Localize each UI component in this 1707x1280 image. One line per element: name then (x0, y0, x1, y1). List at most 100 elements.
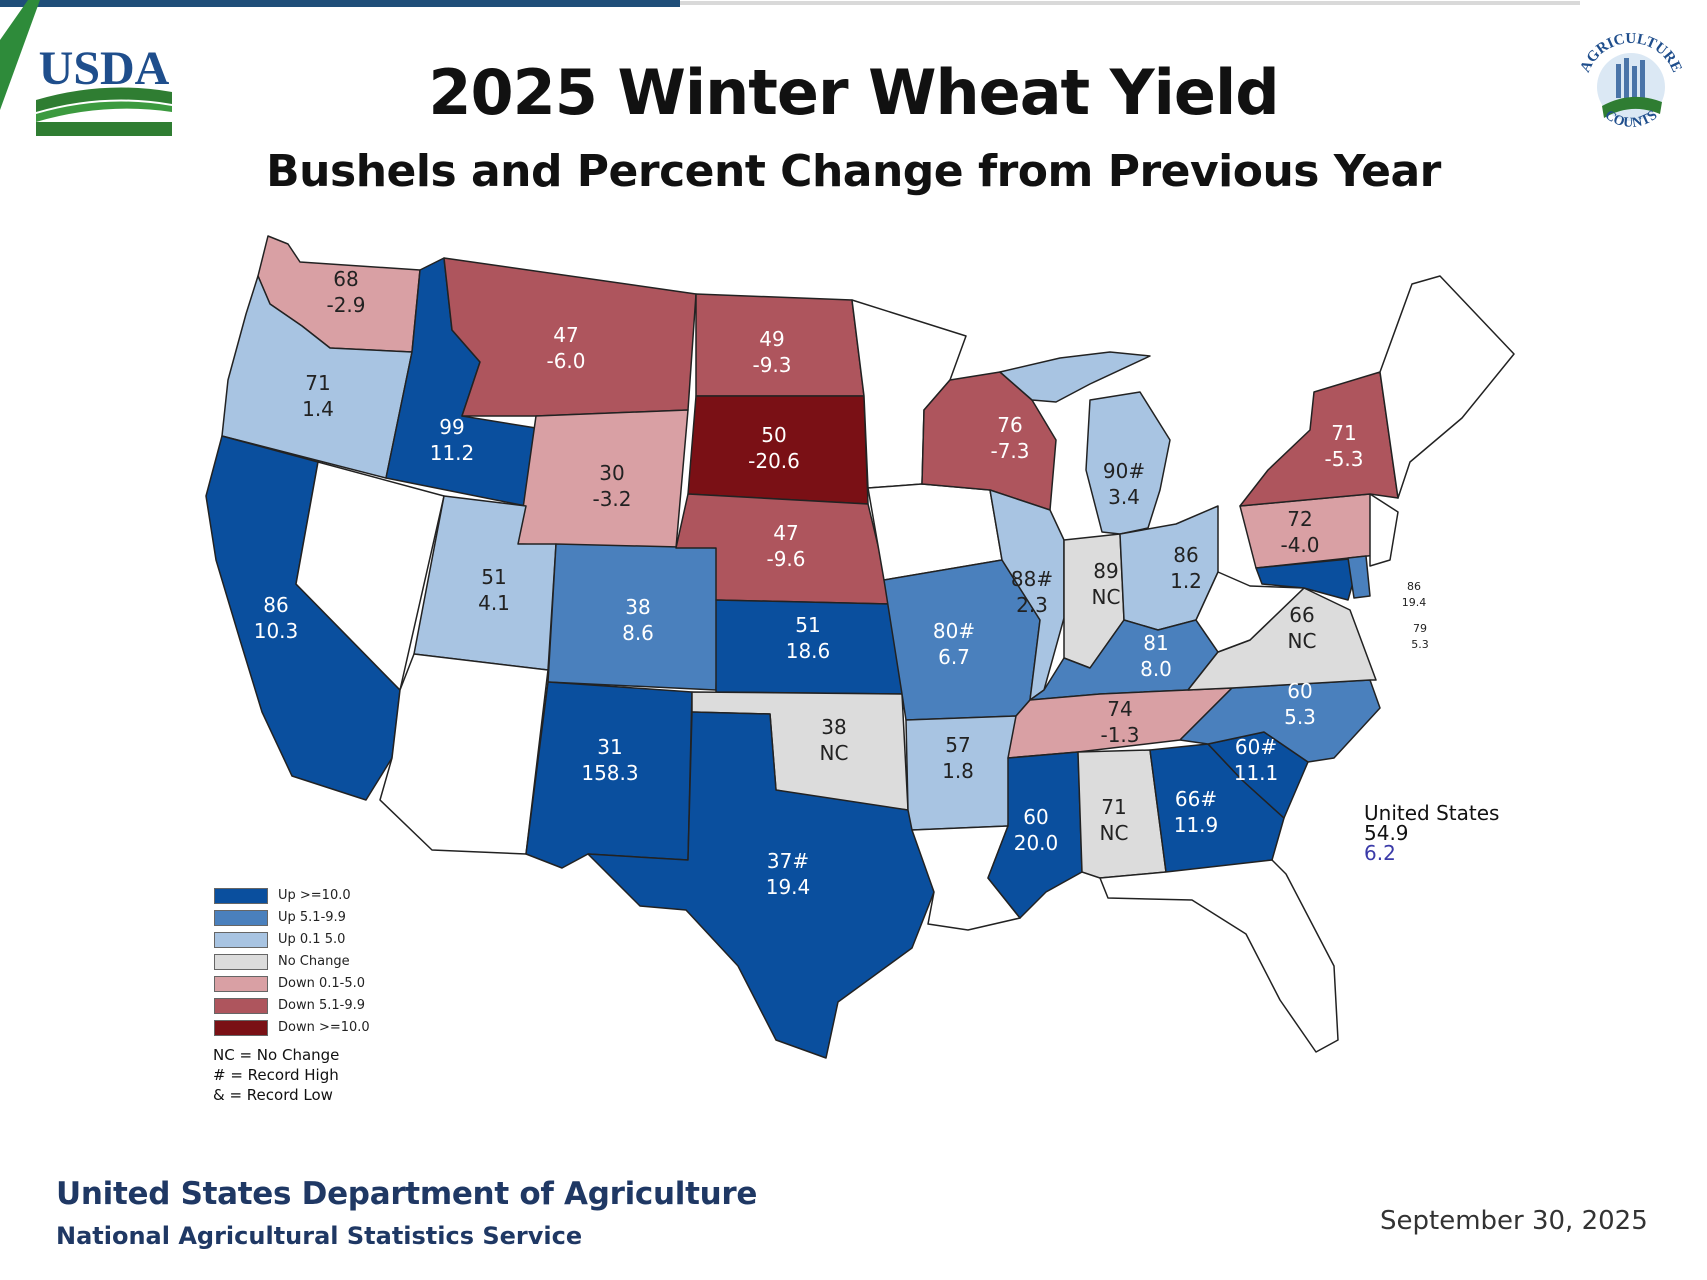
state-yield-label-tx: 37# (767, 849, 809, 873)
usda-logo-text: USDA (39, 42, 170, 95)
legend-label: Down 0.1-5.0 (278, 976, 366, 991)
footer-service: National Agricultural Statistics Service (56, 1222, 583, 1250)
footer-agency: United States Department of Agriculture (56, 1176, 758, 1212)
state-change-label-wy: -3.2 (592, 487, 631, 511)
state-yield-label-mi: 90# (1103, 459, 1145, 483)
state-yield-label-tn: 74 (1107, 697, 1132, 721)
state-md (1255, 557, 1361, 601)
state-yield-label-md: 86 (1407, 580, 1421, 593)
state-mi (1085, 391, 1171, 535)
state-change-label-co: 8.6 (622, 621, 654, 645)
top-accent-bar (0, 0, 1707, 8)
state-ne_new (1379, 275, 1515, 499)
state-yield-label-ok: 38 (821, 715, 846, 739)
state-yield-label-nd: 49 (759, 327, 784, 351)
state-yield-label-ky: 81 (1143, 631, 1168, 655)
legend-label: Up 5.1-9.9 (278, 910, 346, 925)
state-change-label-va: NC (1288, 629, 1317, 653)
note-record-high: # = Record High (213, 1066, 339, 1084)
state-yield-label-va: 66 (1289, 603, 1314, 627)
footer-date: September 30, 2025 (1380, 1206, 1648, 1236)
state-yield-label-ga: 66# (1175, 787, 1217, 811)
state-yield-label-wi: 76 (997, 413, 1022, 437)
state-de (1347, 555, 1371, 599)
state-yield-label-ms: 60 (1023, 805, 1048, 829)
state-change-label-mi: 3.4 (1108, 485, 1140, 509)
us-label: United States (1364, 801, 1500, 825)
state-yield-label-nc: 60 (1287, 679, 1312, 703)
state-change-label-ne: -9.6 (766, 547, 805, 571)
legend-label: Down 5.1-9.9 (278, 998, 366, 1013)
usda-logo: USDA (36, 42, 172, 136)
state-change-label-mo: 6.7 (938, 645, 970, 669)
state-change-label-md: 19.4 (1402, 596, 1427, 609)
state-yield-label-sd: 50 (761, 423, 786, 447)
state-change-label-ut: 4.1 (478, 591, 510, 615)
state-change-label-in: NC (1092, 585, 1121, 609)
state-az (379, 653, 549, 855)
state-upmi (999, 351, 1151, 403)
legend-swatch (214, 998, 268, 1014)
state-change-label-nc: 5.3 (1284, 705, 1316, 729)
legend-label: No Change (278, 954, 350, 969)
note-record-low: & = Record Low (213, 1086, 333, 1104)
state-change-label-wi: -7.3 (990, 439, 1029, 463)
state-change-label-tx: 19.4 (766, 875, 811, 899)
united-states-summary: United States 54.9 6.2 (1364, 803, 1499, 863)
svg-text:COUNTS: COUNTS (1602, 108, 1661, 131)
state-tx (587, 711, 935, 1059)
legend-label: Up 0.1 5.0 (278, 932, 346, 947)
state-change-label-de: 5.3 (1411, 638, 1429, 651)
state-change-label-ks: 18.6 (786, 639, 831, 663)
state-yield-label-ca: 86 (263, 593, 288, 617)
state-change-label-ms: 20.0 (1014, 831, 1059, 855)
state-yield-label-ar: 57 (945, 733, 970, 757)
state-ny (1239, 371, 1399, 507)
page-title: 2025 Winter Wheat Yield (428, 56, 1279, 129)
us-change: 6.2 (1364, 841, 1396, 865)
state-yield-label-oh: 86 (1173, 543, 1198, 567)
note-no-change: NC = No Change (213, 1046, 340, 1064)
state-change-label-mt: -6.0 (546, 349, 585, 373)
state-yield-label-nm: 31 (597, 735, 622, 759)
top-accent-gray (680, 1, 1580, 5)
state-yield-label-wy: 30 (599, 461, 624, 485)
page-subtitle: Bushels and Percent Change from Previous… (266, 146, 1441, 197)
state-yield-label-mt: 47 (553, 323, 578, 347)
state-yield-label-il: 88# (1011, 567, 1053, 591)
state-yield-label-id: 99 (439, 415, 464, 439)
state-change-label-nm: 158.3 (581, 761, 638, 785)
state-fl (1099, 859, 1339, 1053)
state-yield-label-wa: 68 (333, 267, 358, 291)
state-nj (1369, 493, 1399, 567)
state-change-label-al: NC (1100, 821, 1129, 845)
us-yield: 54.9 (1364, 821, 1409, 845)
state-yield-label-ut: 51 (481, 565, 506, 589)
legend-swatch (214, 888, 268, 904)
state-yield-label-de: 79 (1413, 622, 1427, 635)
state-yield-label-sc: 60# (1235, 735, 1277, 759)
state-change-label-ok: NC (820, 741, 849, 765)
legend-swatch (214, 1020, 268, 1036)
state-change-label-ga: 11.9 (1174, 813, 1219, 837)
state-change-label-ar: 1.8 (942, 759, 974, 783)
state-change-label-ky: 8.0 (1140, 657, 1172, 681)
state-yield-label-co: 38 (625, 595, 650, 619)
state-change-label-il: 2.3 (1016, 593, 1048, 617)
state-yield-label-ks: 51 (795, 613, 820, 637)
state-mt (443, 257, 697, 417)
legend-label: Up >=10.0 (278, 888, 351, 903)
state-change-label-nd: -9.3 (752, 353, 791, 377)
state-change-label-ca: 10.3 (254, 619, 299, 643)
legend-swatch (214, 976, 268, 992)
legend-swatch (214, 910, 268, 926)
legend-swatch (214, 932, 268, 948)
legend-notes: NC = No Change # = Record High & = Recor… (213, 1045, 339, 1105)
state-yield-label-or: 71 (305, 371, 330, 395)
state-yield-label-ne: 47 (773, 521, 798, 545)
state-yield-label-mo: 80# (933, 619, 975, 643)
state-change-label-or: 1.4 (302, 397, 334, 421)
state-change-label-sc: 11.1 (1234, 761, 1279, 785)
state-change-label-oh: 1.2 (1170, 569, 1202, 593)
